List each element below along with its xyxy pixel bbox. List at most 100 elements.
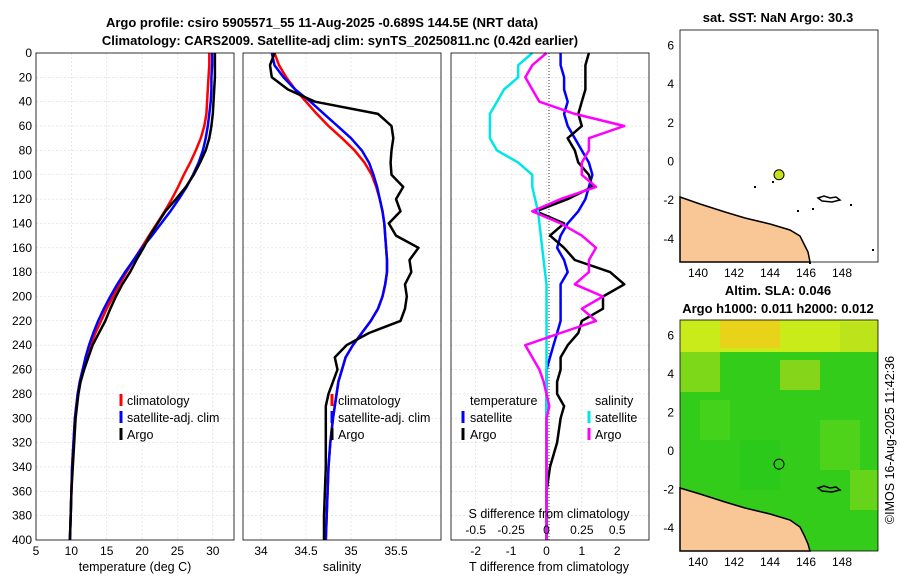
series-line-temperature-argo [534, 52, 626, 540]
s-difference-tick-label: -0.5 [465, 523, 486, 537]
y-tick-label: 380 [12, 509, 32, 523]
y-tick-label: 340 [12, 460, 32, 474]
s-difference-label: S difference from climatology [469, 507, 631, 521]
y-tick-label: 280 [12, 387, 32, 401]
y-tick-label: 400 [12, 533, 32, 547]
map-x-tick-label: 146 [796, 266, 816, 280]
sla-high-patch [720, 320, 780, 348]
legend-s-argo: Argo [595, 428, 621, 442]
series-line-argo [268, 52, 420, 540]
map-x-tick-label: 140 [688, 555, 708, 569]
x-tick-label: 35 [344, 544, 358, 558]
sst-map: 140 142 144 146 148 6 4 2 0 -2 -4 [663, 29, 879, 280]
temperature-legend: climatology satellite-adj. clim Argo [119, 394, 219, 442]
x-tick-label: 2 [614, 544, 621, 558]
map-x-tick-label: 140 [688, 266, 708, 280]
coast-specks [754, 181, 874, 264]
legend-temperature-heading: temperature [470, 394, 537, 408]
salinity-panel: 34 34.5 35 35.5 salinity climatology satell… [242, 52, 442, 574]
t-difference-xlabel: T difference from climatology [469, 560, 630, 574]
legend-satellite: satellite-adj. clim [127, 411, 219, 425]
x-tick-label: 34 [254, 544, 268, 558]
series-line-satellite-adj-clim [270, 52, 389, 541]
y-tick-label: 240 [12, 338, 32, 352]
x-tick-label: 30 [206, 544, 220, 558]
map-y-tick-label: 6 [667, 328, 674, 342]
y-tick-label: 200 [12, 290, 32, 304]
argo-position-marker [773, 169, 785, 181]
legend-argo: Argo [127, 428, 153, 442]
y-tick-label: 40 [19, 95, 33, 109]
map-y-tick-label: 6 [667, 38, 674, 52]
y-tick-label: 20 [19, 70, 33, 84]
x-tick-label: 1 [578, 544, 585, 558]
y-tick-label: 140 [12, 216, 32, 230]
map-x-tick-label: 144 [760, 555, 780, 569]
s-difference-tick-label: -0.25 [497, 523, 525, 537]
map-y-tick-label: 2 [667, 405, 674, 419]
y-tick-label: 260 [12, 363, 32, 377]
difference-axes-frame [450, 52, 650, 541]
y-tick-label: 0 [25, 46, 32, 60]
island [816, 485, 842, 493]
y-tick-label: 300 [12, 411, 32, 425]
sla-map-frame [679, 319, 879, 552]
s-difference-tick-label: 0 [543, 523, 550, 537]
island [816, 195, 842, 203]
x-tick-label: 35.5 [384, 544, 408, 558]
legend-satellite: satellite-adj. clim [338, 411, 430, 425]
legend-climatology: climatology [127, 394, 190, 408]
map-y-tick-label: -2 [663, 482, 674, 496]
map-x-tick-label: 148 [832, 555, 852, 569]
legend-t-argo: Argo [470, 428, 496, 442]
sst-title: sat. SST: NaN Argo: 30.3 [703, 10, 854, 25]
y-tick-label: 360 [12, 484, 32, 498]
x-tick-label: -2 [470, 544, 481, 558]
map-y-tick-label: 0 [667, 444, 674, 458]
legend-salinity-heading: salinity [595, 394, 634, 408]
temperature-axes-frame [35, 52, 235, 541]
series-line-argo [68, 53, 217, 541]
map-y-tick-label: 2 [667, 116, 674, 130]
legend-climatology: climatology [338, 394, 401, 408]
x-tick-label: 15 [100, 544, 114, 558]
map-x-tick-label: 146 [796, 555, 816, 569]
s-difference-tick-label: 0.25 [570, 523, 594, 537]
x-tick-label: 10 [65, 544, 79, 558]
y-tick-label: 120 [12, 192, 32, 206]
y-tick-label: 80 [19, 143, 33, 157]
title-line-2: Climatology: CARS2009. Satellite-adj cli… [102, 33, 578, 48]
series-line-salinity-argo [524, 52, 626, 540]
x-tick-label: 34.5 [294, 544, 318, 558]
map-x-tick-label: 144 [760, 266, 780, 280]
map-y-tick-label: 4 [667, 367, 674, 381]
map-y-tick-label: -2 [663, 193, 674, 207]
sla-patch [680, 352, 720, 392]
title-line-1: Argo profile: csiro 5905571_55 11-Aug-20… [106, 15, 538, 30]
series-line-salinity-satellite [488, 52, 548, 540]
sla-field [680, 320, 878, 510]
x-tick-label: 25 [171, 544, 185, 558]
sla-map: 140 142 144 146 148 6 4 2 0 -2 -4 [663, 319, 879, 569]
y-tick-label: 180 [12, 265, 32, 279]
x-tick-label: -1 [506, 544, 517, 558]
map-x-tick-label: 142 [724, 555, 744, 569]
sla-patch [840, 322, 878, 352]
series-line-temperature-satellite [545, 53, 594, 540]
imos-stamp: ©IMOS 16-Aug-2025 11:42:36 [883, 356, 897, 524]
sla-patch [780, 360, 820, 390]
sla-patch [740, 440, 780, 490]
sst-map-frame [679, 29, 879, 263]
y-tick-label: 60 [19, 119, 33, 133]
salinity-xlabel: salinity [323, 560, 362, 574]
sla-patch [700, 400, 730, 440]
temperature-panel: 5 10 15 20 25 30 0 20 40 60 80 100 120 140 160 180 200 2… [12, 46, 235, 574]
temperature-xlabel: temperature (deg C) [79, 560, 192, 574]
sla-patch [850, 470, 878, 510]
x-tick-label: 20 [135, 544, 149, 558]
legend-t-satellite: satellite [470, 411, 512, 425]
map-y-tick-label: 0 [667, 154, 674, 168]
x-tick-label: 5 [33, 544, 40, 558]
y-tick-label: 160 [12, 241, 32, 255]
